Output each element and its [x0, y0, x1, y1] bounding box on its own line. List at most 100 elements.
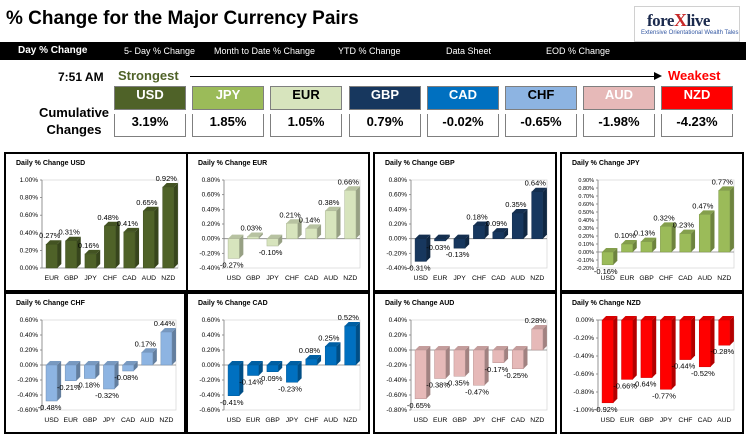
- bar-side: [135, 227, 140, 268]
- bar-nzd: [718, 186, 734, 253]
- bar-top: [286, 361, 302, 365]
- bar-face: [266, 238, 279, 247]
- data-label: -0.77%: [652, 391, 676, 400]
- y-tick-label: 0.70%: [578, 194, 594, 200]
- x-category-label: JPY: [266, 275, 279, 282]
- bar-gbp: [640, 237, 657, 253]
- data-label: 0.52%: [338, 313, 360, 322]
- y-tick-label: 0.80%: [20, 195, 39, 202]
- cumulative-changes-label: Cumulative Changes: [34, 104, 114, 138]
- bar-top: [228, 361, 244, 365]
- x-category-label: JPY: [84, 275, 97, 282]
- bar-top: [531, 187, 547, 192]
- bar-side: [57, 361, 62, 401]
- x-category-label: CHF: [304, 417, 318, 424]
- currency-code: GBP: [349, 86, 421, 110]
- currency-code: EUR: [270, 86, 342, 110]
- y-tick-label: 0.60%: [202, 192, 221, 199]
- y-tick-label: 0.00%: [20, 362, 39, 369]
- bar-side: [504, 228, 509, 239]
- bar-chf: [104, 221, 120, 269]
- y-tick-label: 0.00%: [389, 236, 408, 243]
- chart-title: Daily % Change EUR: [198, 160, 268, 167]
- currency-code: CHF: [505, 86, 577, 110]
- bar-top: [434, 346, 450, 350]
- x-category-label: NZD: [717, 275, 731, 282]
- bar-eur: [64, 361, 81, 381]
- bar-face: [65, 240, 78, 269]
- bar-face: [324, 346, 337, 366]
- bar-face: [227, 364, 240, 396]
- y-tick-label: 0.60%: [202, 317, 221, 324]
- chart-title: Daily % Change JPY: [572, 160, 640, 167]
- data-label: 0.17%: [135, 339, 157, 348]
- x-category-label: USD: [414, 275, 428, 282]
- data-label: 0.66%: [338, 177, 360, 186]
- nav-5day-change[interactable]: 5- Day % Change: [124, 46, 196, 56]
- x-category-label: AUD: [324, 417, 338, 424]
- currency-cumulative-change: 3.19%: [114, 114, 186, 137]
- bar-face: [344, 190, 357, 239]
- bar-face: [453, 349, 466, 377]
- x-category-label: USD: [44, 417, 58, 424]
- bar-face: [473, 349, 485, 386]
- y-tick-label: -1.00%: [573, 407, 594, 414]
- x-category-label: CAD: [304, 275, 318, 282]
- y-tick-label: -0.20%: [386, 250, 407, 257]
- bar-top: [434, 234, 450, 239]
- bar-face: [660, 319, 672, 390]
- bar-top: [621, 316, 637, 320]
- x-category-label: CHF: [103, 275, 117, 282]
- data-label: 0.41%: [117, 219, 139, 228]
- chart-title: Daily % Change USD: [16, 160, 86, 167]
- data-label: -0.03%: [426, 243, 450, 252]
- bar-usd: [227, 361, 244, 396]
- data-label: 0.35%: [505, 200, 527, 209]
- bar-top: [512, 209, 528, 213]
- bar-face: [414, 349, 427, 399]
- bar-cad: [122, 361, 138, 372]
- x-category-label: GBP: [639, 275, 654, 282]
- bar-top: [344, 322, 360, 326]
- data-label: 0.25%: [318, 333, 340, 342]
- bar-top: [453, 346, 470, 350]
- bar-top: [453, 234, 470, 239]
- x-category-label: CHF: [678, 417, 692, 424]
- bar-face: [324, 210, 337, 239]
- y-tick-label: 0.40%: [20, 230, 39, 237]
- y-tick-label: -0.80%: [573, 389, 594, 396]
- bar-side: [173, 183, 178, 268]
- bar-chf: [492, 346, 509, 363]
- data-label: -0.44%: [672, 362, 696, 371]
- y-tick-label: 0.90%: [578, 178, 594, 184]
- data-label: -0.65%: [407, 401, 431, 410]
- x-category-label: EUR: [620, 417, 634, 424]
- x-category-label: GBP: [452, 417, 467, 424]
- bar-side: [336, 342, 341, 365]
- x-category-label: EUR: [620, 275, 634, 282]
- bar-side: [76, 236, 81, 268]
- bar-side: [542, 325, 547, 350]
- data-label: -0.21%: [57, 383, 81, 392]
- currency-box-jpy: JPY 1.85%: [192, 86, 264, 137]
- logo-tagline: Extensive Orientational Wealth Tales: [641, 30, 739, 36]
- y-tick-label: -0.10%: [577, 258, 595, 264]
- bar-face: [286, 223, 298, 239]
- currency-cumulative-change: 1.85%: [192, 114, 264, 137]
- nav-eod-change[interactable]: EOD % Change: [546, 46, 611, 56]
- data-label: -0.52%: [691, 369, 715, 378]
- nav-data-sheet[interactable]: Data Sheet: [446, 46, 492, 56]
- data-label: 0.09%: [486, 219, 508, 228]
- bar-chf: [286, 219, 302, 239]
- y-tick-label: 0.40%: [202, 206, 221, 213]
- bar-face: [247, 364, 260, 376]
- currency-code: AUD: [583, 86, 655, 110]
- bar-side: [114, 361, 119, 389]
- nav-ytd-change[interactable]: YTD % Change: [338, 46, 401, 56]
- bar-eur: [434, 346, 450, 379]
- bar-face: [123, 231, 136, 269]
- nav-day-change[interactable]: Day % Change: [18, 45, 88, 56]
- y-tick-label: 0.50%: [578, 210, 594, 216]
- bar-top: [602, 248, 618, 252]
- nav-month-change[interactable]: Month to Date % Change: [214, 46, 316, 56]
